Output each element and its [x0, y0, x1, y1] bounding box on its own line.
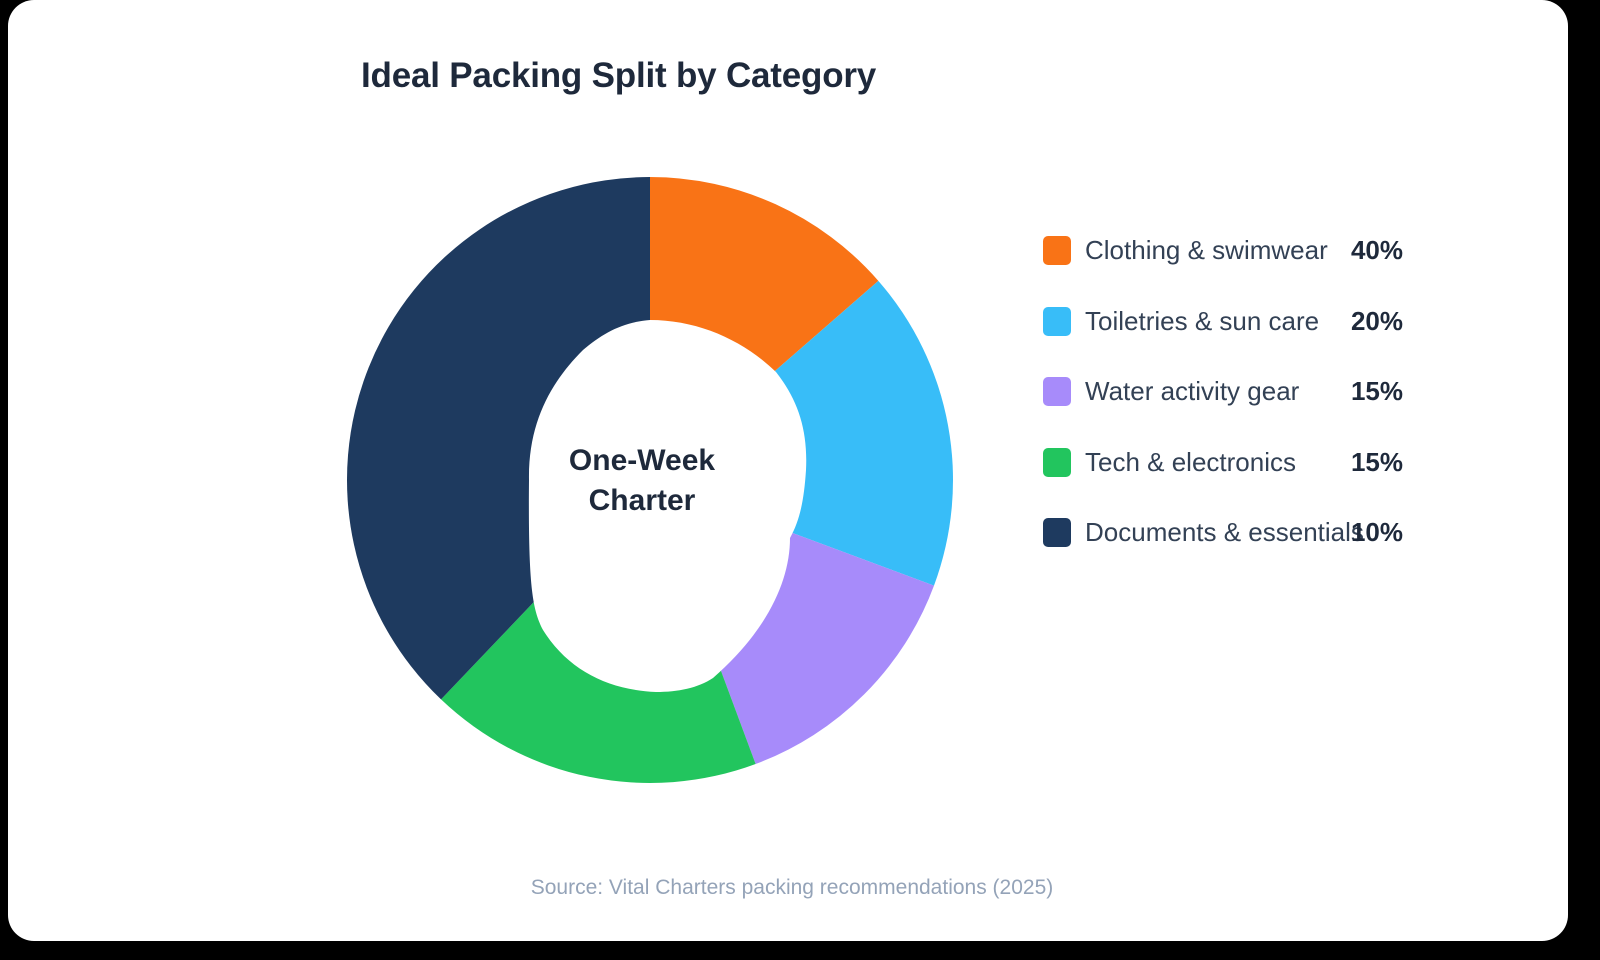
- legend-swatch-icon: [1043, 518, 1071, 547]
- legend-swatch-icon: [1043, 306, 1071, 336]
- legend-item-clothing[interactable]: Clothing & swimwear 40%: [1043, 236, 1403, 265]
- legend-label: Documents & essentials: [1085, 517, 1364, 547]
- legend-item-toiletries[interactable]: Toiletries & sun care 20%: [1043, 305, 1403, 336]
- legend-value: 15%: [1350, 376, 1403, 406]
- slice-documents[interactable]: [347, 177, 650, 700]
- center-label-line2: Charter: [588, 484, 696, 517]
- legend-value: 15%: [1350, 446, 1403, 477]
- center-label-line1: One-Week: [568, 444, 716, 477]
- legend-swatch-icon: [1043, 447, 1071, 477]
- donut-chart: [347, 177, 954, 783]
- chart-legend: Clothing & swimwear 40% Toiletries & sun…: [1043, 236, 1403, 589]
- legend-item-tech[interactable]: Tech & electronics 15%: [1043, 446, 1403, 477]
- legend-swatch-icon: [1043, 377, 1071, 406]
- legend-label: Water activity gear: [1085, 376, 1300, 406]
- legend-value: 10%: [1350, 517, 1403, 547]
- legend-label: Clothing & swimwear: [1085, 235, 1328, 265]
- chart-card: Ideal Packing Split by Category One-Week…: [8, 0, 1568, 941]
- legend-swatch-icon: [1043, 236, 1071, 265]
- legend-value: 40%: [1350, 235, 1403, 265]
- legend-value: 20%: [1350, 305, 1403, 336]
- legend-item-documents[interactable]: Documents & essentials 10%: [1043, 518, 1403, 547]
- chart-title: Ideal Packing Split by Category: [361, 56, 877, 95]
- legend-item-water-gear[interactable]: Water activity gear 15%: [1043, 377, 1403, 406]
- donut-hole: [528, 320, 807, 692]
- legend-label: Tech & electronics: [1085, 446, 1296, 477]
- donut-center-label: One-Week Charter: [492, 441, 792, 521]
- chart-source-note: Source: Vital Charters packing recommend…: [530, 876, 1054, 899]
- legend-label: Toiletries & sun care: [1085, 305, 1320, 336]
